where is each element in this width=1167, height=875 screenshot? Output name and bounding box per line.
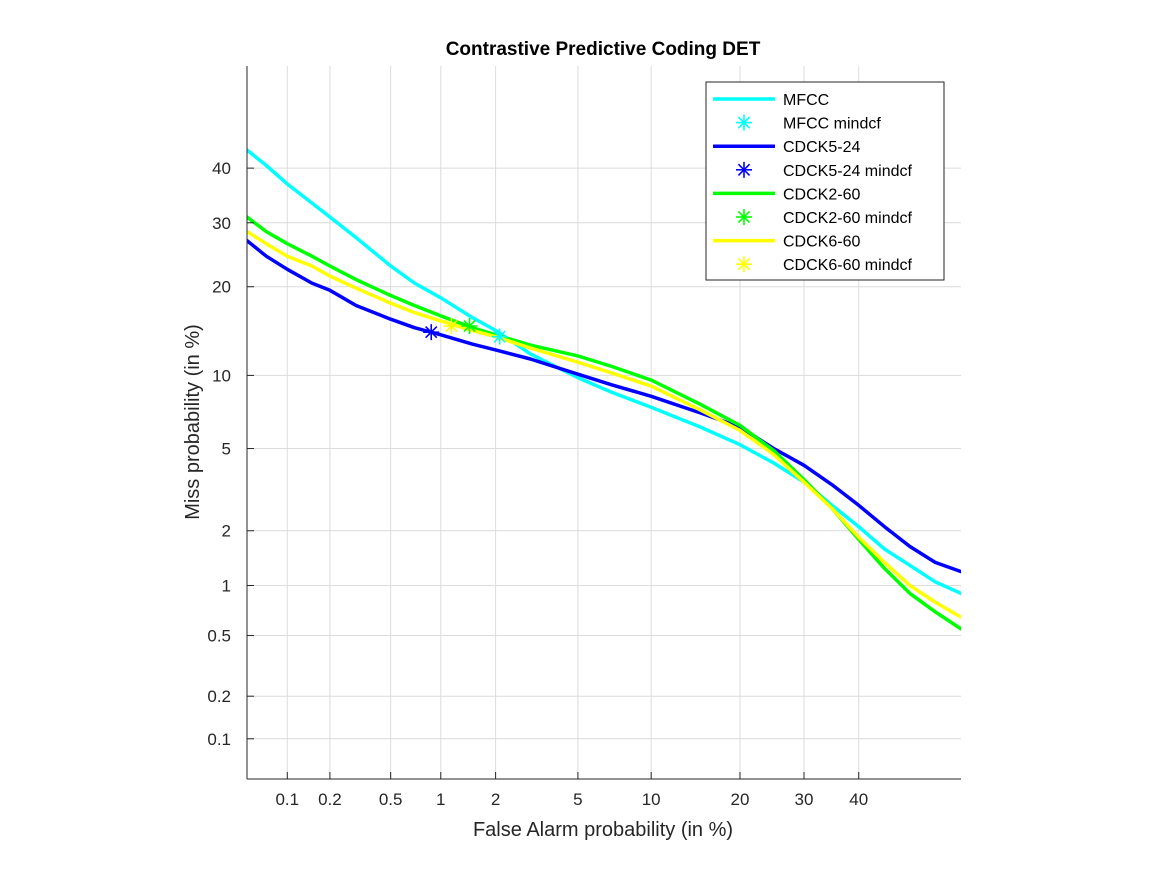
x-tick-label: 2 <box>491 790 500 809</box>
x-tick-label: 40 <box>849 790 868 809</box>
axis-ticks: 0.1 0.2 0.5 1 2 5 10 20 30 40 0.1 0.2 0.5 1 2 5 10 20 30 40 <box>207 159 868 809</box>
y-tick-label: 2 <box>222 522 231 541</box>
legend-label-cdck5-24-mindcf: CDCK5-24 mindcf <box>783 163 912 180</box>
axes-frame <box>246 66 961 780</box>
x-tick-label: 20 <box>731 790 750 809</box>
marker-cdck2-60-mindcf <box>461 317 478 334</box>
y-tick-label: 30 <box>212 214 231 233</box>
series-line-mfcc <box>247 148 961 596</box>
marker-cdck6-60-mindcf <box>443 317 460 334</box>
x-tick-label: 0.2 <box>318 790 342 809</box>
grid-lines <box>247 66 961 779</box>
x-tick-label: 10 <box>642 790 661 809</box>
y-tick-label: 40 <box>212 159 231 178</box>
marker-cdck5-24-mindcf <box>423 324 440 341</box>
legend-marker-cdck5-24-mindcf <box>736 161 752 178</box>
legend: MFCC MFCC mindcf CDCK5-24 CDCK5-24 mindcf CD… <box>705 81 945 281</box>
legend-marker-cdck2-60-mindcf <box>736 209 752 225</box>
x-tick-label: 0.5 <box>379 790 403 809</box>
x-tick-label: 30 <box>795 790 814 809</box>
y-tick-label: 1 <box>222 576 231 595</box>
series-lines <box>247 148 961 631</box>
x-tick-label: 0.1 <box>275 790 299 809</box>
legend-marker-cdck6-60-mindcf <box>736 256 752 273</box>
x-tick-label: 5 <box>573 790 582 809</box>
marker-mfcc-mindcf <box>491 328 508 345</box>
series-line-cdck5-24 <box>247 238 961 574</box>
series-line-cdck6-60 <box>247 229 961 619</box>
y-tick-label: 0.1 <box>207 730 231 749</box>
y-axis-label: Miss probability (in %) <box>182 324 204 520</box>
y-tick-label: 0.5 <box>207 627 231 646</box>
legend-label-cdck5-24: CDCK5-24 <box>783 139 860 156</box>
legend-label-cdck6-60: CDCK6-60 <box>783 234 860 251</box>
y-tick-label: 10 <box>212 366 231 385</box>
legend-label-cdck2-60: CDCK2-60 <box>783 186 860 203</box>
legend-label-mfcc-mindcf: MFCC mindcf <box>783 116 881 133</box>
legend-label-cdck6-60-mindcf: CDCK6-60 mindcf <box>783 257 912 274</box>
mindcf-markers <box>423 317 508 345</box>
legend-box <box>705 81 945 281</box>
legend-label-cdck2-60-mindcf: CDCK2-60 mindcf <box>783 210 912 227</box>
chart-title: Contrastive Predictive Coding DET <box>446 39 761 60</box>
y-tick-label: 20 <box>212 278 231 297</box>
y-tick-label: 0.2 <box>207 687 231 706</box>
x-tick-label: 1 <box>436 790 445 809</box>
legend-marker-mfcc-mindcf <box>736 114 752 131</box>
x-axis-label: False Alarm probability (in %) <box>473 819 733 841</box>
y-tick-label: 5 <box>222 440 231 459</box>
legend-label-mfcc: MFCC <box>783 92 829 109</box>
